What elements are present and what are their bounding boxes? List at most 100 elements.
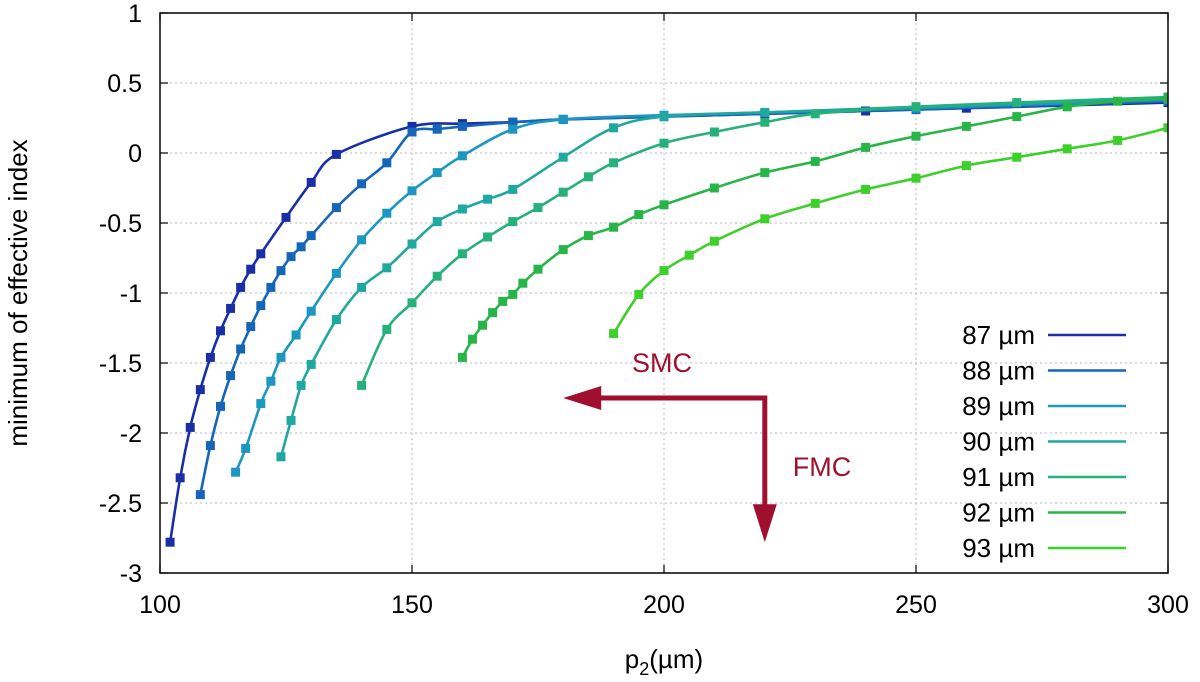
data-point (1163, 123, 1168, 133)
data-point (558, 187, 568, 197)
x-tick-label: 200 (643, 591, 685, 619)
data-point (407, 186, 417, 196)
x-axis-title-subscript: 2 (639, 659, 649, 679)
data-point (246, 264, 256, 274)
data-point (518, 278, 528, 288)
legend-label: 89 µm (962, 391, 1035, 421)
data-point (357, 235, 367, 245)
data-point (276, 266, 286, 276)
data-point (659, 112, 669, 122)
data-point (583, 172, 593, 182)
x-axis-title-main: p (625, 644, 639, 674)
y-tick-label: -1 (120, 280, 142, 308)
data-point (457, 121, 467, 131)
data-point (407, 127, 417, 137)
data-point (382, 324, 392, 334)
data-point (432, 271, 442, 281)
data-point (483, 232, 493, 242)
data-point (432, 168, 442, 178)
data-point (296, 380, 306, 390)
data-point (961, 121, 971, 131)
x-tick-label: 300 (1147, 591, 1189, 619)
data-point (331, 315, 341, 325)
y-tick-label: -1.5 (99, 350, 142, 378)
data-point (533, 264, 543, 274)
data-point (558, 245, 568, 255)
y-tick-label: 1 (128, 0, 142, 28)
data-point (236, 282, 246, 292)
data-point (175, 473, 185, 483)
data-point (684, 250, 694, 260)
data-point (382, 208, 392, 218)
series-5 (457, 93, 1168, 362)
data-point (357, 282, 367, 292)
data-point (457, 249, 467, 259)
smc-label: SMC (632, 348, 692, 378)
data-point (634, 289, 644, 299)
series-layer (165, 92, 1168, 547)
x-axis-title-unit: (µm) (649, 644, 703, 674)
data-point (236, 344, 246, 354)
data-point (1012, 112, 1022, 122)
data-point (659, 266, 669, 276)
data-point (467, 334, 477, 344)
data-point (508, 124, 518, 134)
data-point (508, 217, 518, 227)
data-point (266, 376, 276, 386)
legend: 87 µm 88 µm 89 µm 90 µm 91 µm 92 µm 93 µm (962, 320, 1126, 563)
data-point (256, 249, 266, 259)
data-point (215, 401, 225, 411)
data-point (508, 289, 518, 299)
data-point (407, 298, 417, 308)
x-axis-title: p2(µm) (625, 644, 703, 679)
fmc-arrowhead (752, 504, 777, 543)
data-point (306, 231, 316, 241)
y-tick-label: -2 (120, 420, 142, 448)
data-point (286, 252, 296, 262)
x-tick-label: 100 (139, 591, 181, 619)
y-tick-label: -2.5 (99, 490, 142, 518)
data-point (911, 102, 921, 112)
data-point (165, 537, 175, 547)
data-point (760, 117, 770, 127)
legend-label: 93 µm (962, 533, 1035, 563)
y-tick-label: -3 (120, 560, 142, 588)
data-point (382, 158, 392, 168)
y-axis-title: minimum of effective index (3, 139, 33, 446)
data-point (583, 231, 593, 241)
y-tick-label: -0.5 (99, 210, 142, 238)
data-point (306, 359, 316, 369)
data-point (760, 214, 770, 224)
data-point (1012, 152, 1022, 162)
data-point (246, 322, 256, 332)
data-point (861, 184, 871, 194)
data-point (810, 198, 820, 208)
data-point (609, 158, 619, 168)
data-point (609, 222, 619, 232)
y-tick-label: 0 (128, 140, 142, 168)
data-point (276, 352, 286, 362)
data-point (185, 422, 195, 432)
data-point (760, 168, 770, 178)
data-point (483, 194, 493, 204)
fmc-label: FMC (793, 452, 851, 482)
data-point (508, 117, 518, 127)
grid (160, 13, 1168, 573)
data-point (241, 443, 251, 453)
data-point (488, 308, 498, 318)
data-point (659, 200, 669, 210)
data-point (508, 184, 518, 194)
data-point (256, 301, 266, 311)
data-point (215, 326, 225, 336)
data-point (331, 268, 341, 278)
smc-arrowhead (563, 386, 602, 410)
legend-label: 90 µm (962, 427, 1035, 457)
data-point (382, 263, 392, 273)
data-point (810, 109, 820, 119)
data-point (1113, 96, 1123, 106)
x-tick-label: 250 (895, 591, 937, 619)
data-point (357, 179, 367, 189)
data-point (331, 149, 341, 159)
data-point (226, 371, 236, 381)
data-point (533, 203, 543, 213)
